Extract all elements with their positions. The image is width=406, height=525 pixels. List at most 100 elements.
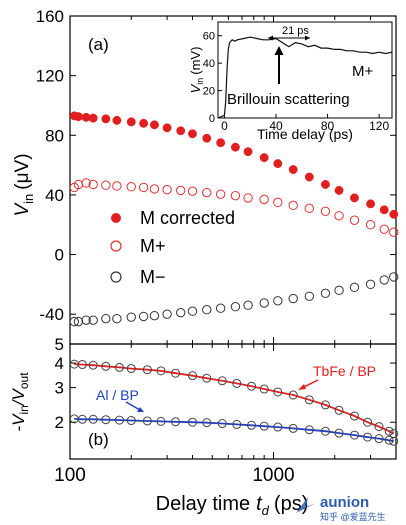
- panel-b-label: (b): [88, 430, 109, 449]
- data-point: [232, 419, 242, 429]
- panel-a-y-tick-label: 80: [45, 126, 64, 145]
- panel-b-frame: [69, 343, 397, 460]
- inset-y-tick-label: 60: [203, 31, 215, 43]
- data-point: [73, 179, 84, 190]
- panel-a-ylabel-unit: (μV): [12, 153, 33, 189]
- data-point: [389, 209, 399, 219]
- data-point: [176, 185, 186, 196]
- legend-item-m-minus: M−: [110, 267, 166, 287]
- data-point: [304, 172, 314, 182]
- data-point: [320, 206, 331, 217]
- legend-marker-m-plus: [110, 240, 122, 252]
- data-point: [138, 311, 149, 322]
- inset-period-label: 21 ps: [282, 25, 309, 37]
- inset-x-tick-label: 80: [321, 119, 335, 133]
- data-point: [273, 159, 283, 169]
- inset-ticks: 0 40 80 120 0 20 40 60: [203, 31, 390, 133]
- inset-series-label: M+: [352, 63, 373, 80]
- data-point: [188, 417, 198, 427]
- data-point: [334, 211, 344, 221]
- data-point: [230, 142, 240, 152]
- data-point: [202, 418, 212, 428]
- data-point: [232, 378, 242, 388]
- data-point: [101, 180, 111, 190]
- panel-a-ylabel-sub: in: [21, 194, 36, 204]
- data-point: [384, 435, 394, 445]
- data-point: [243, 193, 253, 203]
- data-point: [288, 165, 298, 175]
- data-point: [81, 315, 91, 325]
- data-point: [114, 362, 124, 372]
- data-point: [149, 310, 160, 321]
- watermark-subtext: 知乎 @爱蓝先生: [320, 511, 386, 522]
- data-point: [171, 417, 181, 427]
- legend-label-m-plus: M+: [140, 236, 166, 256]
- data-point: [349, 411, 359, 421]
- panel-b-x-ticks: 100 1000: [54, 344, 397, 486]
- panel-a-y-ticks: -40 0 40 80 120 160: [36, 7, 396, 324]
- data-point: [162, 123, 172, 133]
- panel-b-ylabel-symbol: -V: [9, 413, 28, 432]
- data-point: [202, 305, 212, 315]
- data-point: [101, 313, 111, 324]
- data-point: [171, 368, 181, 378]
- panel-a-data-points: [69, 111, 399, 327]
- data-point: [273, 197, 283, 208]
- legend-item-m-corrected: M corrected: [111, 208, 235, 228]
- panel-b-xlabel-sub: d: [262, 503, 270, 518]
- panel-b-xlabel-symbol: t: [256, 493, 263, 515]
- data-point: [389, 227, 399, 237]
- legend-label-m-corrected: M corrected: [140, 208, 235, 228]
- inset-y-axis-label: Vin (mV): [188, 47, 205, 94]
- panel-a-y-tick-label: 160: [36, 7, 64, 26]
- watermark-logo-icon: [296, 497, 316, 513]
- data-point: [320, 426, 330, 436]
- data-point: [217, 419, 227, 429]
- data-point: [112, 313, 122, 324]
- data-point: [162, 184, 172, 195]
- data-point: [273, 422, 283, 432]
- data-point: [187, 186, 198, 196]
- data-point: [230, 190, 241, 201]
- inset-ylabel-symbol: V: [188, 83, 203, 93]
- data-point: [202, 373, 212, 383]
- data-point: [259, 298, 269, 308]
- panel-b-ylabel-mid: /V: [9, 387, 28, 406]
- panel-b-xlabel-text: Delay time: [156, 493, 250, 515]
- data-point: [81, 178, 91, 188]
- series-m-corrected: [69, 111, 399, 219]
- panel-a-y-tick-label: -40: [39, 305, 64, 324]
- data-point: [288, 423, 298, 433]
- series-m-plus: [69, 178, 399, 237]
- data-point: [88, 315, 98, 325]
- panel-b: (b) 2 3 45 100 1000 TbFe / BP Al / BP -Vin/…: [9, 335, 399, 518]
- panel-a-label: (a): [88, 35, 109, 54]
- data-point: [156, 366, 166, 376]
- series-tbfe-bp: [69, 359, 399, 439]
- data-point: [217, 376, 227, 386]
- data-point: [149, 120, 159, 130]
- data-point: [374, 422, 384, 432]
- inset-line: [217, 36, 393, 119]
- data-point: [176, 126, 186, 136]
- inset-y-tick-label: 20: [203, 86, 215, 98]
- data-point: [126, 364, 136, 374]
- data-point: [320, 400, 330, 410]
- panel-b-series-label-tbfe: TbFe / BP: [313, 363, 376, 379]
- legend-label-m-minus: M−: [140, 267, 166, 287]
- data-point: [139, 118, 149, 128]
- data-point: [365, 220, 376, 230]
- data-point: [334, 428, 344, 438]
- data-point: [243, 147, 253, 157]
- panel-a-ylabel-symbol: V: [12, 202, 33, 217]
- data-point: [112, 181, 122, 191]
- data-point: [304, 291, 315, 301]
- data-point: [101, 114, 111, 124]
- data-point: [320, 180, 330, 189]
- data-point: [77, 414, 87, 424]
- data-point: [389, 272, 399, 282]
- data-point: [379, 224, 389, 234]
- data-point: [363, 432, 373, 442]
